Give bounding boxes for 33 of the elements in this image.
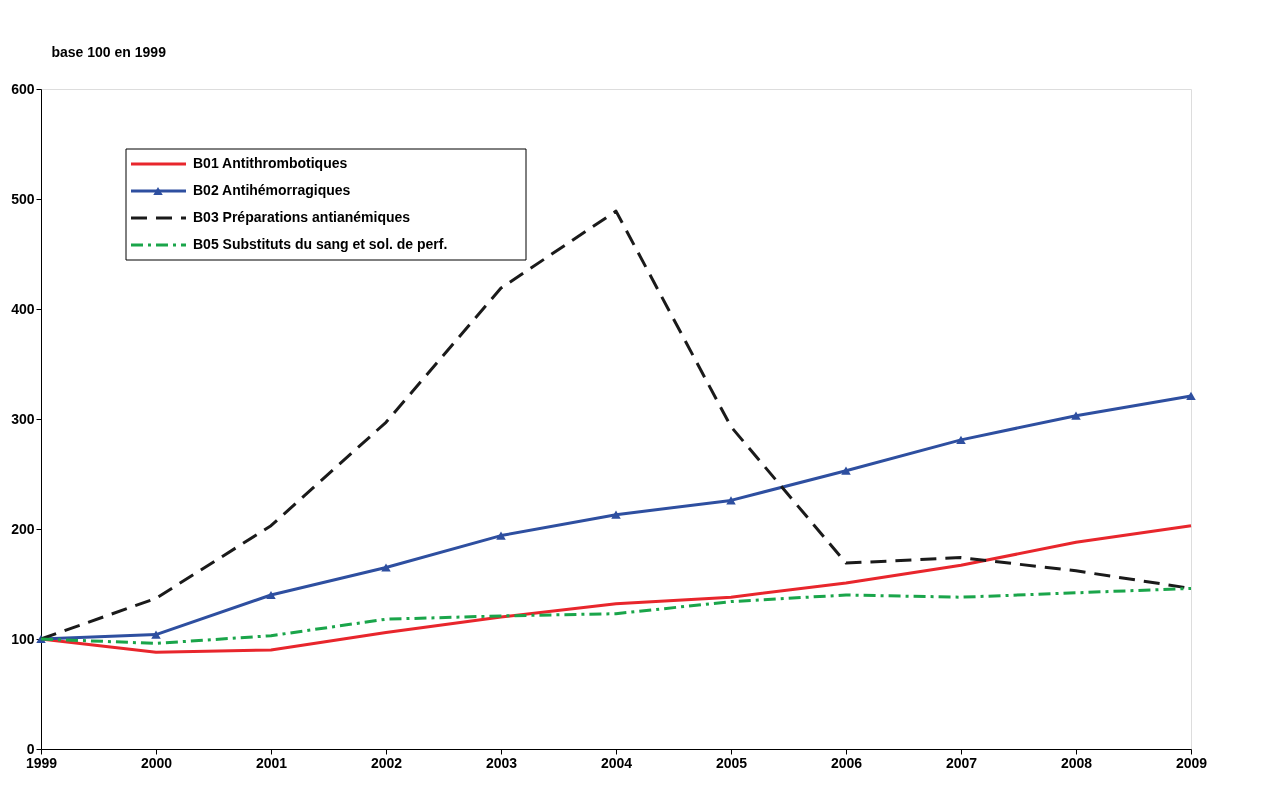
x-tick-label: 2003 — [485, 754, 518, 771]
y-tick-label: 0 — [26, 740, 35, 757]
point — [726, 496, 736, 505]
point — [956, 435, 966, 445]
y-tick-label: 100 — [11, 630, 35, 647]
legend-label: B05 Substituts du sang et sol. de perf. — [193, 236, 448, 252]
x-tick-label: 2004 — [600, 754, 633, 771]
point — [266, 590, 276, 600]
x-tick-label: 2009 — [1175, 754, 1208, 771]
x-tick-label: 2001 — [255, 754, 288, 771]
y-axis-title: base 100 en 1999 — [51, 43, 167, 60]
point — [841, 466, 851, 475]
x-tick-label: 2005 — [715, 754, 748, 771]
y-tick-label: 400 — [11, 300, 35, 317]
legend-label: B02 Antihémorragiques — [193, 182, 351, 198]
x-tick-label: 2006 — [830, 754, 863, 771]
point — [1071, 411, 1081, 420]
x-tick-label: 1999 — [25, 754, 58, 771]
point — [151, 630, 161, 639]
x-tick-label: 2008 — [1060, 754, 1093, 771]
legend-label: B03 Préparations antianémiques — [193, 209, 411, 225]
point — [381, 563, 391, 572]
point — [496, 531, 506, 540]
point — [611, 510, 621, 519]
x-tick-label: 2000 — [140, 754, 173, 771]
x-tick-label: 2002 — [370, 754, 403, 771]
y-tick-label: 600 — [11, 80, 35, 97]
x-tick-label: 2007 — [945, 754, 978, 771]
legend-label: B01 Antithrombotiques — [193, 155, 348, 171]
y-tick-label: 500 — [11, 190, 35, 207]
y-tick-label: 200 — [11, 520, 35, 537]
point — [1186, 391, 1196, 401]
y-tick-label: 300 — [11, 410, 35, 427]
